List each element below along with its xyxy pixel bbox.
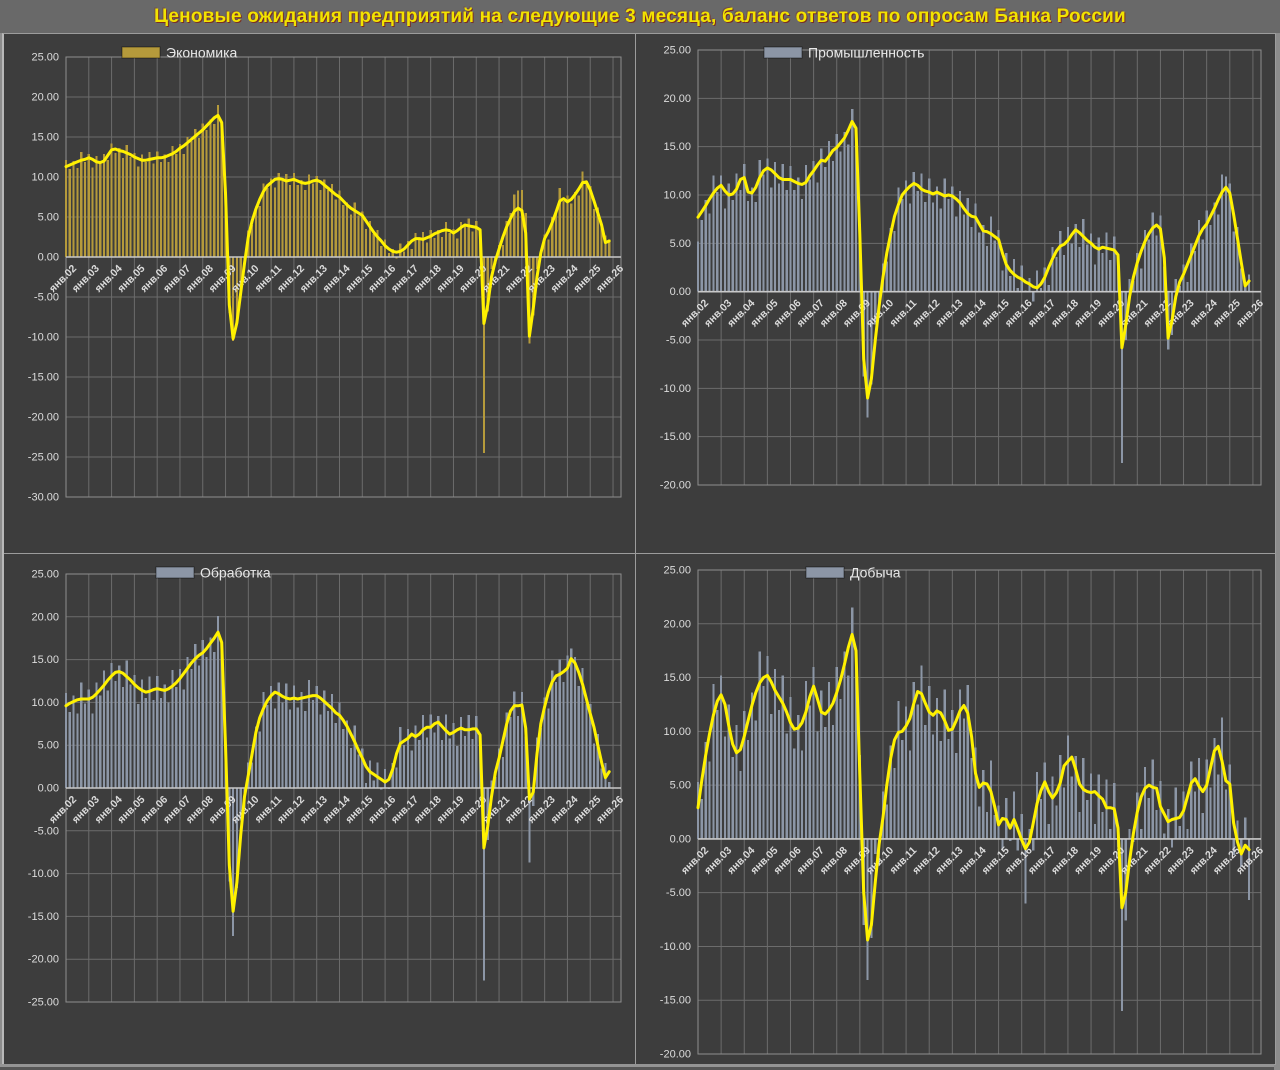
legend: Экономика <box>121 45 238 61</box>
svg-text:5.00: 5.00 <box>38 212 59 224</box>
chart-добыча: -20.00 -15.00 -10.00 -5.00 0.00 5.00 10.00 15.0… <box>660 565 1266 1061</box>
legend-label: Обработка <box>200 565 271 581</box>
legend-swatch <box>763 46 803 59</box>
title-bar: Ценовые ожидания предприятий на следующи… <box>0 0 1280 33</box>
svg-text:-10.00: -10.00 <box>660 383 691 395</box>
svg-text:10.00: 10.00 <box>663 190 691 202</box>
svg-text:20.00: 20.00 <box>663 618 691 630</box>
svg-text:25.00: 25.00 <box>31 569 59 581</box>
svg-text:5.00: 5.00 <box>670 780 691 792</box>
charts-grid: -30.00 -25.00 -20.00 -15.00 -10.00 -5.00 0.00 5… <box>2 33 1276 1065</box>
chart-промышленность: -20.00 -15.00 -10.00 -5.00 0.00 5.00 10.00 15.0… <box>660 45 1266 492</box>
bottom-edge-strip <box>0 1064 1274 1067</box>
svg-text:5.00: 5.00 <box>38 740 59 752</box>
bottom-edge-shadow <box>0 1067 1274 1070</box>
svg-text:0.00: 0.00 <box>670 286 691 298</box>
svg-text:15.00: 15.00 <box>31 132 59 144</box>
chart-экономика: -30.00 -25.00 -20.00 -15.00 -10.00 -5.00 0.00 5… <box>28 45 626 504</box>
x-axis-labels: янв.02янв.03янв.04янв.05янв.06янв.07янв.… <box>47 794 626 826</box>
svg-text:15.00: 15.00 <box>31 654 59 666</box>
legend-swatch <box>121 46 161 59</box>
trend-line <box>696 633 1251 942</box>
legend-swatch <box>155 566 195 579</box>
svg-text:20.00: 20.00 <box>31 611 59 623</box>
svg-text:-20.00: -20.00 <box>660 480 691 492</box>
svg-text:-15.00: -15.00 <box>660 995 691 1007</box>
chart-panel-industry: -20.00 -15.00 -10.00 -5.00 0.00 5.00 10.00 15.0… <box>636 34 1275 553</box>
svg-text:20.00: 20.00 <box>663 93 691 105</box>
svg-text:0.00: 0.00 <box>38 252 59 264</box>
svg-text:-5.00: -5.00 <box>666 335 691 347</box>
svg-text:25.00: 25.00 <box>663 45 691 57</box>
chart-panel-mining: -20.00 -15.00 -10.00 -5.00 0.00 5.00 10.00 15.0… <box>636 554 1275 1064</box>
svg-text:0.00: 0.00 <box>670 833 691 845</box>
svg-text:-5.00: -5.00 <box>34 292 59 304</box>
svg-text:-30.00: -30.00 <box>28 492 59 504</box>
svg-text:0.00: 0.00 <box>38 783 59 795</box>
svg-text:5.00: 5.00 <box>670 238 691 250</box>
chart-panel-manufacturing: -25.00 -20.00 -15.00 -10.00 -5.00 0.00 5.00 10.… <box>4 554 635 1064</box>
trend-line <box>64 630 611 913</box>
svg-text:15.00: 15.00 <box>663 672 691 684</box>
svg-text:10.00: 10.00 <box>31 172 59 184</box>
svg-text:-5.00: -5.00 <box>34 825 59 837</box>
svg-text:-15.00: -15.00 <box>28 372 59 384</box>
svg-text:-5.00: -5.00 <box>666 887 691 899</box>
legend: Добыча <box>805 565 901 581</box>
svg-text:15.00: 15.00 <box>663 141 691 153</box>
chart-panel-economy: -30.00 -25.00 -20.00 -15.00 -10.00 -5.00 0.00 5… <box>4 34 635 553</box>
legend: Промышленность <box>763 45 924 61</box>
svg-text:-20.00: -20.00 <box>28 412 59 424</box>
svg-text:20.00: 20.00 <box>31 92 59 104</box>
svg-text:-25.00: -25.00 <box>28 997 59 1009</box>
svg-text:-25.00: -25.00 <box>28 452 59 464</box>
svg-text:-20.00: -20.00 <box>28 954 59 966</box>
page-title: Ценовые ожидания предприятий на следующи… <box>154 5 1126 27</box>
svg-text:25.00: 25.00 <box>663 565 691 577</box>
svg-text:-20.00: -20.00 <box>660 1049 691 1061</box>
legend-swatch <box>805 566 845 579</box>
chart-обработка: -25.00 -20.00 -15.00 -10.00 -5.00 0.00 5.00 10.… <box>28 565 626 1009</box>
svg-text:-10.00: -10.00 <box>660 941 691 953</box>
svg-text:10.00: 10.00 <box>663 726 691 738</box>
legend: Обработка <box>155 565 271 581</box>
svg-text:-15.00: -15.00 <box>660 431 691 443</box>
legend-label: Промышленность <box>808 45 924 61</box>
svg-text:10.00: 10.00 <box>31 697 59 709</box>
svg-text:-15.00: -15.00 <box>28 911 59 923</box>
gridlines: -30.00 -25.00 -20.00 -15.00 -10.00 -5.00 0.00 5… <box>28 52 622 504</box>
trend-line <box>696 120 1251 400</box>
svg-text:-10.00: -10.00 <box>28 868 59 880</box>
legend-label: Добыча <box>850 565 901 581</box>
svg-text:25.00: 25.00 <box>31 52 59 64</box>
legend-label: Экономика <box>166 45 238 61</box>
bars-series <box>64 615 611 981</box>
bars-series <box>696 108 1251 463</box>
svg-text:-10.00: -10.00 <box>28 332 59 344</box>
bars-series <box>696 607 1251 1011</box>
trend-line <box>64 113 611 341</box>
